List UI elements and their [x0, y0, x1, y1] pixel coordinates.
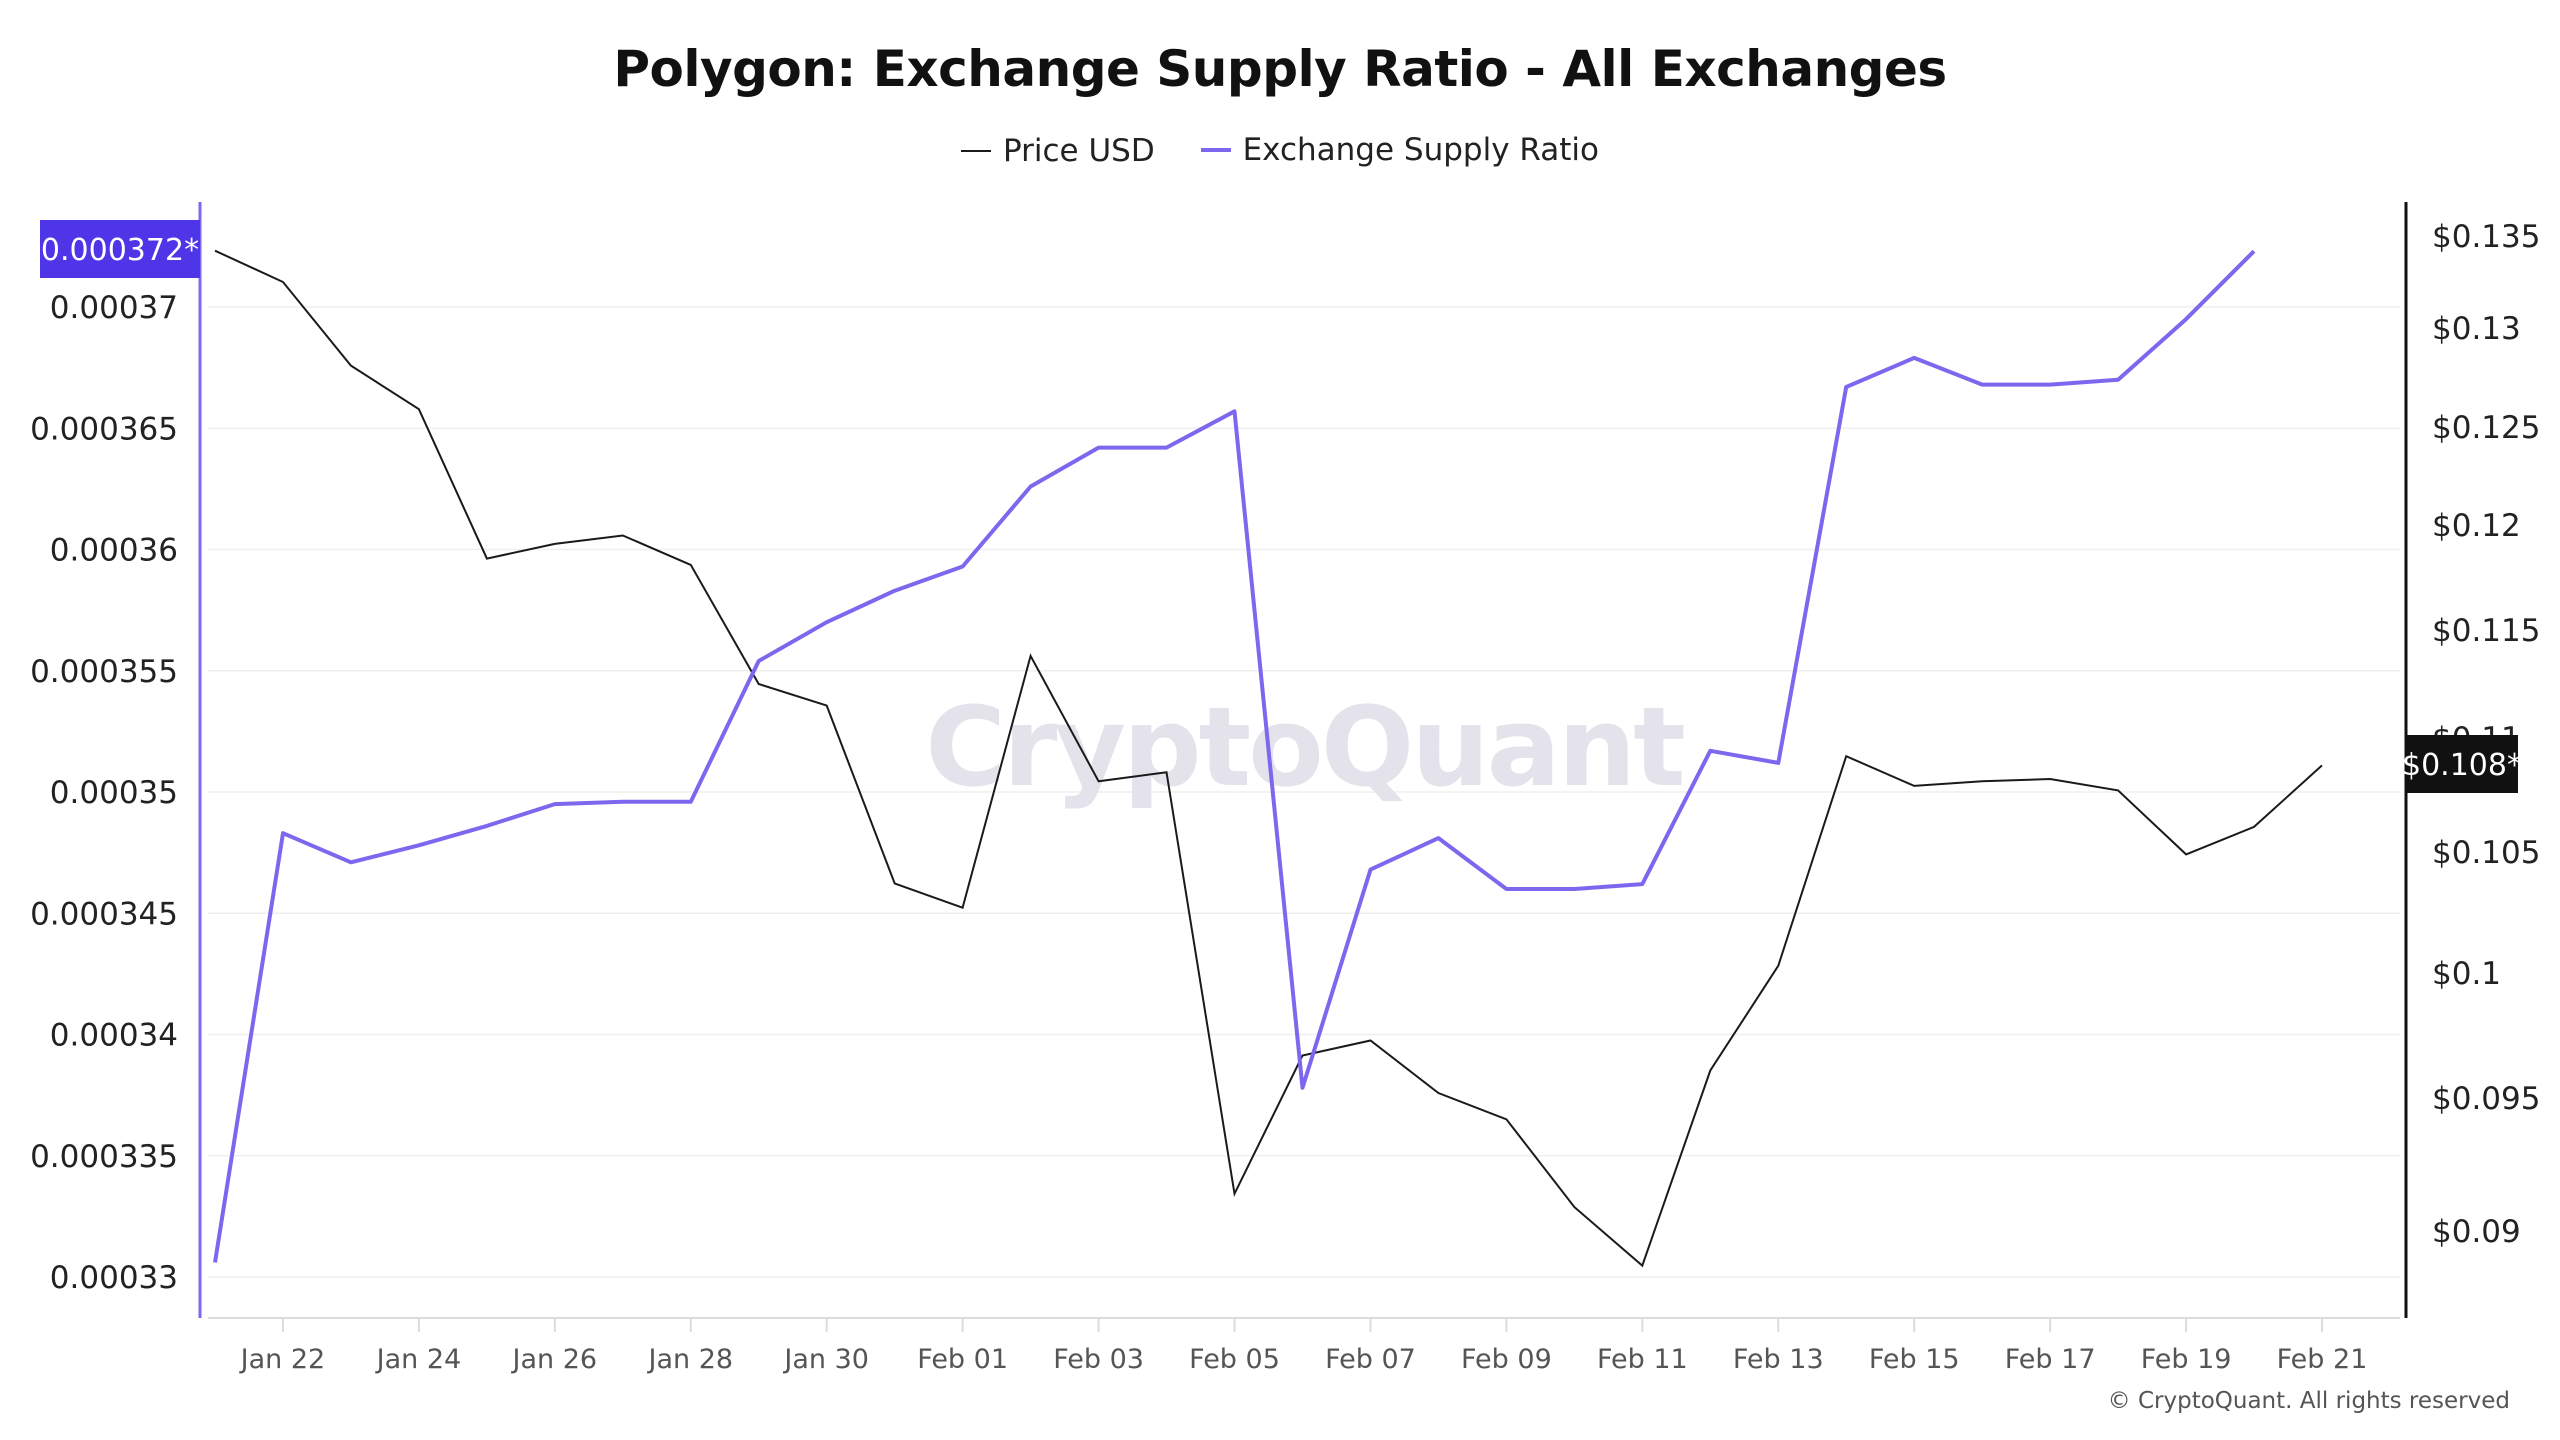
left-axis-tick-label: 0.00033: [50, 1260, 178, 1296]
x-axis-tick-label: Feb 03: [1053, 1344, 1144, 1375]
left-axis-tick-label: 0.00036: [50, 533, 178, 569]
latest-price-badge: [2406, 735, 2518, 793]
x-axis-tick-label: Jan 30: [782, 1344, 869, 1375]
right-axis-tick-label: $0.13: [2432, 311, 2521, 347]
x-axis-tick-label: Jan 22: [239, 1344, 326, 1375]
right-y-axis: $0.135$0.13$0.125$0.12$0.115$0.11$0.105$…: [2404, 202, 2540, 1318]
right-axis-tick-label: $0.12: [2432, 508, 2521, 544]
x-axis-tick-label: Feb 01: [917, 1344, 1008, 1375]
value-badges: 0.000372* $0.108*: [40, 220, 2522, 793]
x-axis-tick-label: Feb 19: [2141, 1344, 2232, 1375]
x-axis-tick-label: Feb 05: [1189, 1344, 1280, 1375]
ratio-line-swatch-icon: [1200, 148, 1231, 152]
x-axis-tick-label: Feb 13: [1733, 1344, 1824, 1375]
x-axis: Jan 22 Jan 24 Jan 26 Jan 28 Jan 30 Feb 01 Feb …: [208, 1317, 2400, 1375]
right-axis-tick-label: $0.105: [2432, 835, 2540, 871]
x-axis-tick-label: Feb 17: [2005, 1344, 2096, 1375]
x-axis-tick-label: Feb 09: [1461, 1344, 1552, 1375]
right-axis-tick-label: $0.125: [2432, 410, 2540, 446]
left-axis-tick-label: 0.000345: [30, 896, 178, 932]
x-axis-tick-label: Jan 28: [646, 1344, 733, 1375]
chart-title: Polygon: Exchange Supply Ratio - All Exc…: [613, 40, 1947, 98]
right-axis-tick-label: $0.135: [2432, 219, 2540, 255]
chart-legend: Price USD Exchange Supply Ratio: [0, 124, 2560, 169]
price-usd-line[interactable]: [214, 249, 2323, 1268]
grid-lines: [208, 306, 2400, 1278]
latest-ratio-badge: [40, 220, 200, 278]
left-y-axis: 0.00037 0.000365 0.00036 0.000355 0.00035 0.0…: [30, 202, 202, 1318]
x-axis-tick-label: Jan 26: [511, 1344, 598, 1375]
legend-label-price: Price USD: [1003, 133, 1155, 169]
left-axis-tick-label: 0.00034: [50, 1018, 178, 1054]
x-axis-tick-label: Feb 15: [1869, 1344, 1960, 1375]
left-axis-tick-label: 0.000355: [30, 654, 178, 690]
right-axis-tick-label: $0.1: [2432, 956, 2501, 992]
x-axis-tick-label: Jan 24: [375, 1344, 462, 1375]
price-line-swatch-icon: [961, 150, 991, 152]
left-axis-tick-label: 0.00037: [50, 290, 178, 326]
latest-ratio-badge-text: 0.000372*: [41, 233, 199, 268]
right-axis-tick-label: $0.095: [2432, 1081, 2540, 1117]
exchange-supply-ratio-line[interactable]: [213, 249, 2256, 1263]
x-axis-tick-label: Feb 07: [1325, 1344, 1416, 1375]
right-axis-tick-label: $0.115: [2432, 613, 2540, 649]
left-axis-tick-label: 0.00035: [50, 775, 178, 811]
copyright-notice: © CryptoQuant. All rights reserved: [2107, 1388, 2510, 1414]
x-axis-tick-label: Feb 21: [2277, 1344, 2368, 1375]
x-axis-tick-label: Feb 11: [1597, 1344, 1688, 1375]
left-axis-tick-label: 0.000365: [30, 411, 178, 447]
left-axis-tick-label: 0.000335: [30, 1139, 178, 1175]
legend-item-ratio[interactable]: Exchange Supply Ratio: [1200, 132, 1599, 168]
right-axis-tick-label: $0.09: [2432, 1214, 2521, 1250]
legend-item-price[interactable]: Price USD: [961, 133, 1155, 169]
legend-label-ratio: Exchange Supply Ratio: [1242, 132, 1599, 168]
latest-price-badge-text: $0.108*: [2402, 748, 2522, 783]
watermark-logo: CryptoQuant: [925, 683, 1684, 811]
